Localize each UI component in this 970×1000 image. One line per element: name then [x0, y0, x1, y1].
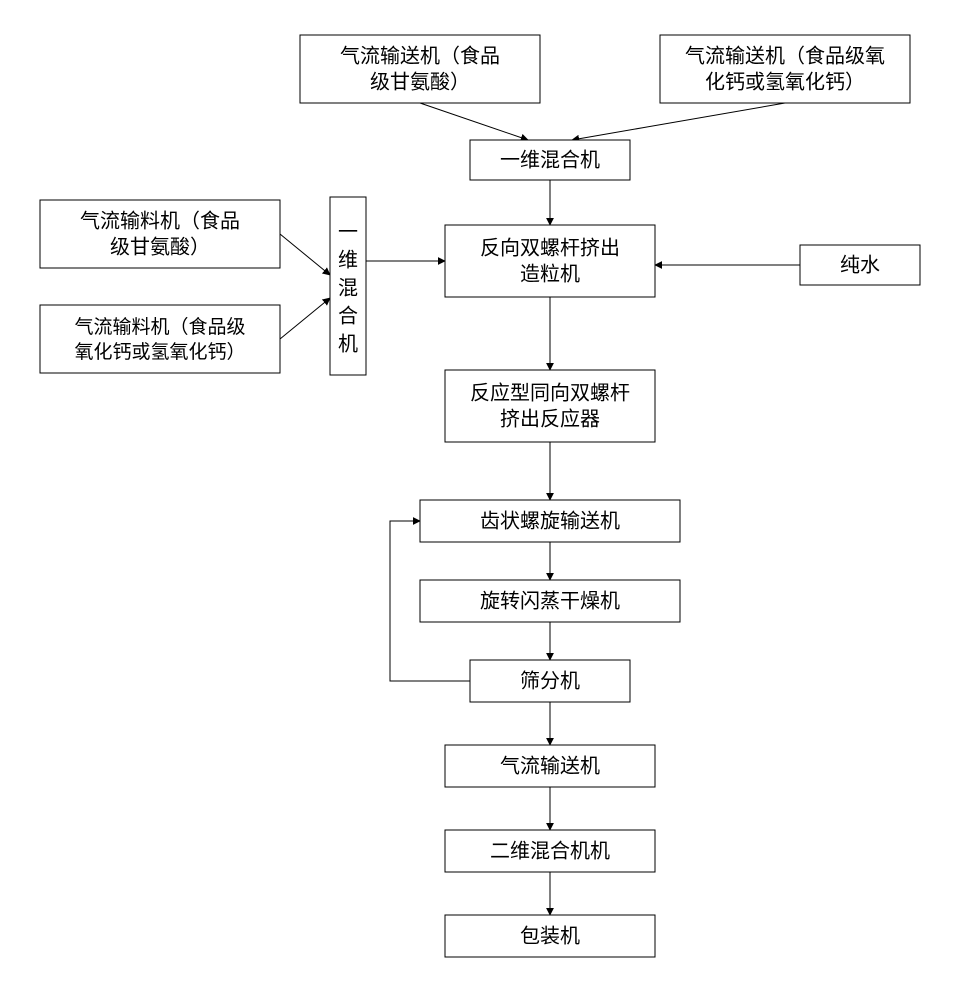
- node-top_right_input: 气流输送机（食品级氧化钙或氢氧化钙）: [660, 35, 910, 103]
- node-text-screw_conveyor-0: 齿状螺旋输送机: [480, 510, 620, 533]
- node-text-co_extruder-1: 挤出反应器: [500, 408, 600, 431]
- node-text-mixer_1d_vert-4: 机: [338, 333, 358, 356]
- node-text-left_feed_1-1: 级甘氨酸）: [110, 236, 210, 259]
- node-text-mixer_2d-0: 二维混合机机: [490, 840, 610, 863]
- node-text-left_feed_1-0: 气流输料机（食品: [80, 210, 240, 233]
- node-text-top_right_input-1: 化钙或氢氧化钙）: [705, 71, 865, 94]
- node-text-mixer_1d_vert-1: 维: [338, 249, 358, 272]
- node-rect-co_extruder: [445, 370, 655, 442]
- node-text-left_feed_2-1: 氧化钙或氢氧化钙）: [74, 341, 245, 363]
- flowchart-diagram: 气流输送机（食品级甘氨酸）气流输送机（食品级氧化钙或氢氧化钙）一维混合机气流输料…: [0, 0, 970, 1000]
- node-text-pure_water-0: 纯水: [840, 254, 880, 277]
- node-text-air_conveyor-0: 气流输送机: [500, 755, 600, 778]
- node-air_conveyor: 气流输送机: [445, 745, 655, 787]
- node-text-packer-0: 包装机: [520, 925, 580, 948]
- node-mixer_1d_top: 一维混合机: [470, 140, 630, 180]
- node-sifter: 筛分机: [470, 660, 630, 702]
- node-text-extruder_granulator-0: 反向双螺杆挤出: [480, 237, 620, 260]
- node-text-top_right_input-0: 气流输送机（食品级氧: [685, 45, 885, 68]
- node-left_feed_1: 气流输料机（食品级甘氨酸）: [40, 200, 280, 268]
- edge-left_feed_1-to-mixer_1d_vert: [280, 234, 330, 275]
- node-text-mixer_1d_vert-0: 一: [338, 222, 358, 244]
- node-text-mixer_1d_vert-3: 合: [338, 305, 358, 328]
- node-flash_dryer: 旋转闪蒸干燥机: [420, 580, 680, 622]
- nodes-layer: 气流输送机（食品级甘氨酸）气流输送机（食品级氧化钙或氢氧化钙）一维混合机气流输料…: [40, 35, 920, 957]
- node-text-extruder_granulator-1: 造粒机: [520, 263, 580, 286]
- node-text-mixer_1d_top-0: 一维混合机: [500, 149, 600, 172]
- edge-top_left_input-to-mixer_1d_top: [420, 103, 528, 140]
- node-text-left_feed_2-0: 气流输料机（食品级: [74, 316, 245, 338]
- edge-left_feed_2-to-mixer_1d_vert: [280, 298, 330, 339]
- node-text-top_left_input-0: 气流输送机（食品: [340, 45, 500, 68]
- node-pure_water: 纯水: [800, 245, 920, 285]
- node-rect-extruder_granulator: [445, 225, 655, 297]
- node-text-top_left_input-1: 级甘氨酸）: [370, 71, 470, 94]
- node-left_feed_2: 气流输料机（食品级氧化钙或氢氧化钙）: [40, 305, 280, 373]
- node-packer: 包装机: [445, 915, 655, 957]
- node-text-co_extruder-0: 反应型同向双螺杆: [470, 382, 630, 405]
- node-top_left_input: 气流输送机（食品级甘氨酸）: [300, 35, 540, 103]
- node-text-sifter-0: 筛分机: [520, 670, 580, 693]
- node-mixer_1d_vert: 一维混合机: [330, 197, 366, 375]
- node-extruder_granulator: 反向双螺杆挤出造粒机: [445, 225, 655, 297]
- node-co_extruder: 反应型同向双螺杆挤出反应器: [445, 370, 655, 442]
- node-text-flash_dryer-0: 旋转闪蒸干燥机: [480, 590, 620, 613]
- edge-top_right_input-to-mixer_1d_top: [572, 103, 785, 140]
- node-mixer_2d: 二维混合机机: [445, 830, 655, 872]
- node-screw_conveyor: 齿状螺旋输送机: [420, 500, 680, 542]
- node-text-mixer_1d_vert-2: 混: [338, 277, 358, 300]
